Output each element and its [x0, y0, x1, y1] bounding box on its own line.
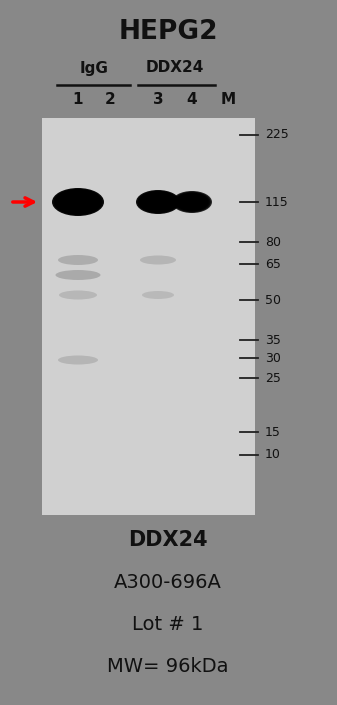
Text: 30: 30: [265, 352, 281, 364]
Ellipse shape: [186, 199, 197, 205]
Ellipse shape: [184, 197, 200, 207]
Text: 3: 3: [153, 92, 163, 107]
Ellipse shape: [74, 200, 82, 204]
Text: 25: 25: [265, 372, 281, 384]
Ellipse shape: [140, 192, 176, 211]
Ellipse shape: [71, 198, 85, 206]
Ellipse shape: [144, 195, 172, 209]
Text: M: M: [220, 92, 236, 107]
Ellipse shape: [139, 192, 177, 213]
Text: 2: 2: [104, 92, 115, 107]
Ellipse shape: [175, 192, 210, 211]
Bar: [42, 118, 255, 515]
Ellipse shape: [59, 290, 97, 300]
Text: Lot # 1: Lot # 1: [132, 615, 204, 634]
Ellipse shape: [58, 191, 98, 213]
Ellipse shape: [137, 191, 179, 214]
Ellipse shape: [58, 355, 98, 364]
Ellipse shape: [55, 190, 101, 214]
Ellipse shape: [54, 189, 102, 215]
Ellipse shape: [179, 195, 205, 209]
Ellipse shape: [57, 190, 99, 214]
Ellipse shape: [56, 270, 100, 280]
Ellipse shape: [180, 195, 204, 209]
Ellipse shape: [152, 199, 164, 205]
Text: HEPG2: HEPG2: [118, 19, 218, 45]
Text: 65: 65: [265, 257, 281, 271]
Ellipse shape: [142, 291, 174, 299]
Ellipse shape: [172, 191, 212, 213]
Text: 10: 10: [265, 448, 281, 462]
Text: MW= 96kDa: MW= 96kDa: [107, 656, 229, 675]
Ellipse shape: [61, 193, 95, 211]
Text: DDX24: DDX24: [128, 530, 208, 550]
Text: 50: 50: [265, 293, 281, 307]
Ellipse shape: [140, 255, 176, 264]
Text: 15: 15: [265, 426, 281, 439]
Ellipse shape: [148, 197, 168, 207]
Ellipse shape: [183, 197, 201, 207]
Text: 4: 4: [187, 92, 197, 107]
Ellipse shape: [69, 197, 87, 207]
Ellipse shape: [145, 195, 171, 209]
Ellipse shape: [154, 200, 161, 204]
Ellipse shape: [68, 197, 88, 207]
Ellipse shape: [66, 195, 90, 209]
Ellipse shape: [72, 199, 84, 205]
Text: DDX24: DDX24: [146, 61, 204, 75]
Ellipse shape: [151, 198, 165, 206]
Ellipse shape: [64, 195, 92, 209]
Text: 225: 225: [265, 128, 289, 142]
Text: 80: 80: [265, 235, 281, 248]
Ellipse shape: [189, 200, 195, 204]
Ellipse shape: [173, 192, 211, 212]
Ellipse shape: [182, 196, 203, 208]
Ellipse shape: [58, 255, 98, 265]
Text: IgG: IgG: [80, 61, 109, 75]
Ellipse shape: [178, 195, 206, 209]
Ellipse shape: [136, 190, 180, 214]
Ellipse shape: [149, 197, 167, 207]
Ellipse shape: [60, 192, 96, 211]
Ellipse shape: [143, 194, 174, 210]
Ellipse shape: [52, 188, 104, 216]
Ellipse shape: [177, 194, 207, 210]
Ellipse shape: [141, 193, 175, 211]
Ellipse shape: [63, 194, 93, 210]
Ellipse shape: [185, 198, 199, 206]
Ellipse shape: [176, 193, 208, 211]
Text: A300-696A: A300-696A: [114, 572, 222, 591]
Text: 115: 115: [265, 195, 289, 209]
Ellipse shape: [147, 196, 170, 208]
Ellipse shape: [153, 200, 163, 204]
Ellipse shape: [188, 200, 196, 204]
Text: 35: 35: [265, 333, 281, 346]
Text: 1: 1: [73, 92, 83, 107]
